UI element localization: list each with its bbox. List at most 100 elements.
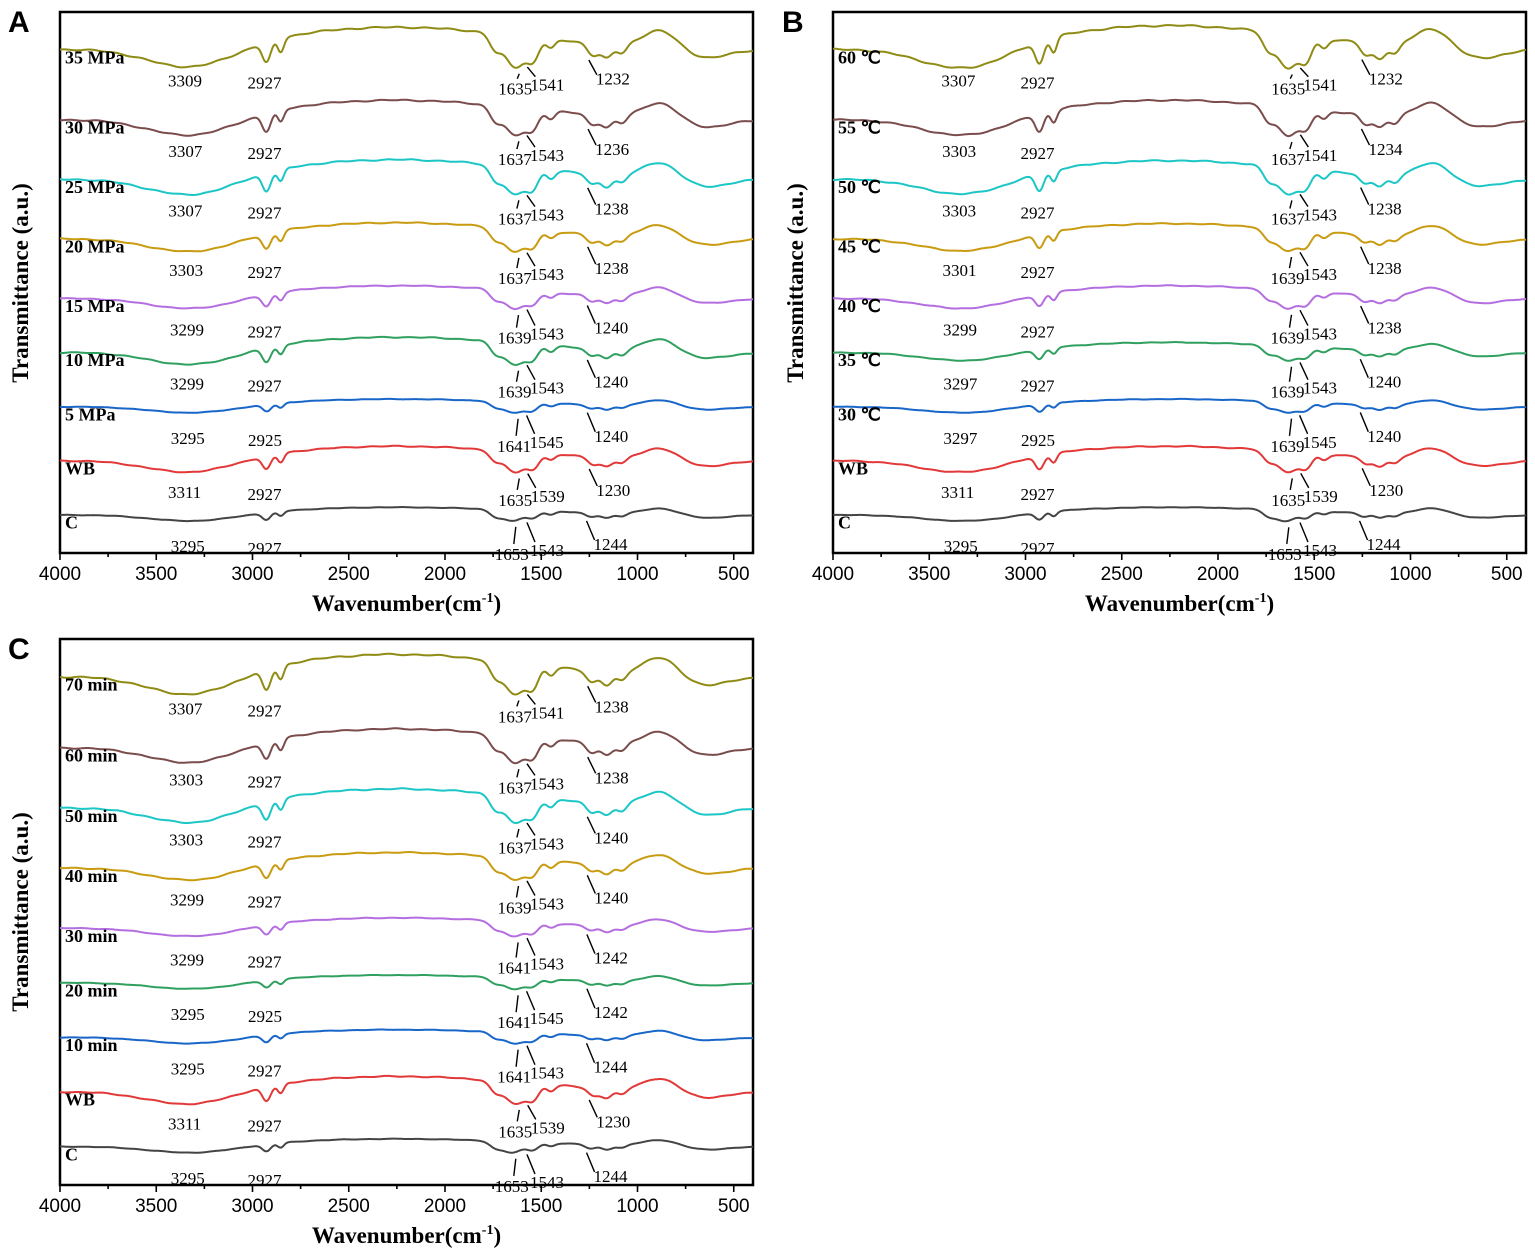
peak-leader-line bbox=[1298, 415, 1309, 435]
x-axis-title-superscript: -1 bbox=[1255, 591, 1267, 606]
y-axis-title: Transmittance (a.u.) bbox=[8, 812, 33, 1012]
peak-leader-line bbox=[1289, 200, 1293, 209]
peak-leader-line bbox=[515, 995, 519, 1013]
peak-label: 2927 bbox=[1021, 204, 1056, 223]
peak-label: 1635 bbox=[498, 1122, 532, 1141]
x-axis-title: Wavenumber(cm-1) bbox=[312, 591, 501, 616]
peak-label: 1641 bbox=[497, 1013, 531, 1032]
peak-label: 1637 bbox=[498, 778, 533, 797]
x-tick-label: 2000 bbox=[1197, 564, 1239, 585]
peak-leader-line bbox=[526, 66, 536, 78]
peak-label: 1230 bbox=[596, 1112, 630, 1131]
trace-50-℃ bbox=[833, 159, 1526, 196]
peak-label: 3311 bbox=[168, 1114, 201, 1133]
peak-label: 3297 bbox=[943, 375, 978, 394]
peak-label: 3303 bbox=[942, 202, 976, 221]
peak-label: 1543 bbox=[1303, 265, 1337, 284]
peak-leader-line bbox=[1288, 314, 1293, 328]
trace-25-mpa bbox=[59, 158, 753, 196]
peak-leader-line bbox=[1288, 256, 1293, 269]
peak-leader-line bbox=[515, 370, 520, 382]
peak-leader-line bbox=[1299, 362, 1309, 380]
peak-label: 1240 bbox=[594, 319, 628, 338]
peak-label: 1545 bbox=[530, 1009, 564, 1028]
peak-label: 2927 bbox=[248, 1062, 283, 1081]
trace-30-min bbox=[60, 916, 754, 938]
peak-label: 2927 bbox=[248, 539, 283, 558]
peak-label: 3307 bbox=[168, 202, 203, 221]
x-tick-label: 2000 bbox=[424, 564, 466, 585]
trace-c bbox=[60, 1137, 753, 1154]
peak-leader-line bbox=[526, 880, 536, 896]
peak-leader-line bbox=[1358, 520, 1369, 541]
peak-leader-line bbox=[526, 822, 536, 836]
peak-label: 1637 bbox=[1271, 150, 1306, 169]
trace-60-℃ bbox=[833, 24, 1527, 70]
series-label: WB bbox=[65, 1090, 95, 1110]
series-label: 60 min bbox=[65, 746, 118, 766]
peak-label: 1541 bbox=[1303, 76, 1337, 95]
peak-leader-line bbox=[585, 1042, 596, 1064]
peak-label: 1641 bbox=[497, 437, 531, 456]
peak-label: 1541 bbox=[530, 703, 564, 722]
series-label: 20 MPa bbox=[65, 237, 124, 257]
peak-leader-line bbox=[587, 756, 597, 774]
peak-label: 1240 bbox=[594, 888, 628, 907]
peak-leader-line bbox=[526, 522, 536, 543]
peak-label: 1240 bbox=[594, 828, 628, 847]
panel-letter-c: C bbox=[8, 633, 30, 666]
peak-label: 2927 bbox=[1021, 539, 1056, 558]
peak-label: 2925 bbox=[248, 431, 282, 450]
x-axis-title-close: ) bbox=[1266, 591, 1274, 616]
trace-10-min bbox=[60, 1028, 753, 1045]
peak-label: 1639 bbox=[1270, 269, 1304, 288]
x-axis-title-close: ) bbox=[493, 1223, 501, 1248]
peak-label: 1541 bbox=[1303, 146, 1337, 165]
peak-label: 1244 bbox=[594, 1058, 629, 1077]
x-axis-title-superscript: -1 bbox=[482, 591, 494, 606]
peak-label: 1238 bbox=[595, 259, 629, 278]
x-tick-label: 1500 bbox=[520, 1196, 562, 1217]
peak-leader-line bbox=[1361, 59, 1371, 76]
series-label: C bbox=[65, 513, 78, 533]
peak-leader-line bbox=[1360, 187, 1370, 205]
trace-10-mpa bbox=[60, 335, 753, 366]
x-tick-label: 500 bbox=[718, 564, 750, 585]
peak-leader-line bbox=[1299, 309, 1309, 326]
peak-leader-line bbox=[1360, 305, 1370, 324]
peak-label: 1543 bbox=[1303, 541, 1337, 560]
peak-label: 3309 bbox=[168, 72, 202, 91]
series-label: 20 min bbox=[65, 980, 118, 1000]
series-label: 70 min bbox=[65, 675, 118, 695]
x-tick-label: 3500 bbox=[135, 564, 177, 585]
peak-label: 1240 bbox=[594, 373, 628, 392]
peak-label: 1637 bbox=[498, 150, 533, 169]
peak-label: 3299 bbox=[170, 890, 204, 909]
trace-c bbox=[60, 506, 754, 523]
peak-label: 3299 bbox=[943, 321, 977, 340]
peak-label: 1637 bbox=[498, 210, 533, 229]
series-label: 30 ℃ bbox=[838, 404, 881, 424]
series-label: 40 min bbox=[65, 866, 118, 886]
peak-leader-line bbox=[586, 875, 596, 894]
peak-label: 1244 bbox=[594, 1167, 629, 1186]
trace-20-min bbox=[60, 974, 754, 991]
peak-label: 1653 bbox=[495, 545, 529, 564]
peak-leader-line bbox=[1299, 522, 1309, 543]
x-tick-label: 500 bbox=[718, 1196, 750, 1217]
peak-label: 3303 bbox=[169, 830, 203, 849]
x-tick-label: 2500 bbox=[328, 564, 370, 585]
x-tick-label: 1500 bbox=[1293, 564, 1335, 585]
x-axis-title-superscript: -1 bbox=[482, 1223, 494, 1238]
peak-label: 1543 bbox=[530, 834, 564, 853]
peak-leader-line bbox=[1289, 74, 1293, 80]
series-label: 35 MPa bbox=[65, 47, 124, 67]
peak-leader-line bbox=[516, 257, 520, 269]
peak-label: 2927 bbox=[1021, 485, 1056, 504]
x-axis-title-close: ) bbox=[493, 591, 501, 616]
peak-label: 1238 bbox=[1368, 200, 1402, 219]
peak-leader-line bbox=[1289, 478, 1293, 491]
series-label: 45 ℃ bbox=[838, 237, 881, 257]
peak-label: 3295 bbox=[171, 1169, 205, 1188]
peak-label: 1641 bbox=[497, 1068, 531, 1087]
